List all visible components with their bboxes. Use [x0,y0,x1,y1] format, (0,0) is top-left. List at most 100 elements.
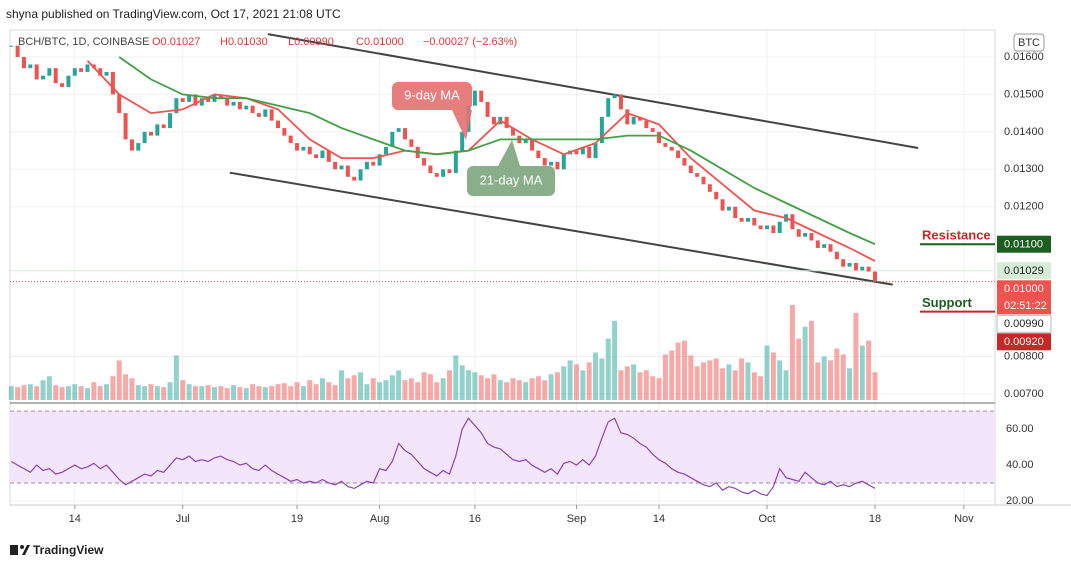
candle [352,176,357,181]
candle [828,244,833,252]
candle [593,143,598,159]
volume-bar [656,378,662,400]
candle [777,221,782,233]
volume-bar [872,372,878,400]
volume-bar [618,370,624,400]
volume-bar [40,380,46,400]
candle [225,98,230,106]
volume-bar [288,386,294,400]
candle [752,217,757,226]
volume-bar [529,378,535,400]
candle [542,158,547,166]
candle [695,173,700,177]
open: O0.01027 [152,36,200,48]
volume-bar [573,364,579,400]
volume-bar [53,385,59,400]
y-tick-label: 0.01200 [1004,201,1044,213]
candle [129,139,134,151]
candle [733,206,738,218]
price-label-box [996,314,1052,333]
candle [739,217,744,222]
volume-bar [599,358,605,400]
level-label: Support [922,295,972,310]
candle [199,98,204,106]
candle [714,191,719,200]
volume-bar [821,356,827,400]
volume-bar [180,380,186,400]
candle [377,154,382,166]
volume-bar [173,355,179,400]
volume-bar [415,382,421,400]
candle [669,146,674,151]
candle [587,146,592,159]
candle [180,98,185,102]
logo-mark [10,545,18,555]
volume-bar [681,340,687,400]
volume-bar [707,360,713,400]
volume-bar [275,384,281,400]
volume-bar [402,380,408,400]
volume-bar [580,370,586,400]
candle [523,139,528,144]
candle [409,139,414,147]
y-tick-label: 0.01600 [1004,51,1044,63]
volume-bar [866,340,872,400]
candle [123,113,128,140]
candle [726,206,731,211]
volume-bar [440,378,446,400]
candle [282,128,287,136]
y-tick-label: 0.00700 [1004,388,1044,400]
candle [358,169,363,181]
x-tick-label: 14 [653,513,665,525]
volume-bar [262,387,268,400]
countdown: 02:51:22 [1004,300,1047,312]
attribution: shyna published on TradingView.com, Oct … [6,7,341,21]
candle [110,71,115,95]
candle [345,165,350,177]
candle [117,94,122,114]
volume-bar [758,376,764,400]
volume-bar [624,366,630,400]
volume-bar [97,386,103,400]
volume-bar [59,387,65,400]
candle [142,131,147,144]
candle [34,64,39,80]
candle [866,266,871,272]
price-label: 0.01100 [1004,239,1043,251]
volume-bar [211,387,217,400]
candle [530,139,535,151]
ma-callout: 9-day MA 21-day MA [392,82,555,196]
candle [453,150,458,174]
candle [155,124,160,136]
volume-bar [250,384,256,400]
candle [657,131,662,144]
candle [472,90,477,106]
volume-bar [828,360,834,400]
candle [320,150,325,159]
volume-bar [586,362,592,400]
candle [612,94,617,99]
volume-bar [643,370,649,400]
symbol: BCH/BTC, 1D, COINBASE [18,36,149,48]
volume-bar [339,370,345,400]
candle [796,229,801,237]
volume-bar [269,386,275,400]
volume-bar [783,370,789,400]
volume-bar [764,345,770,400]
volume-bar [612,320,618,400]
volume-bar [78,386,84,400]
candle [104,71,109,76]
candle [637,116,642,121]
candle [574,150,579,155]
volume-bar [751,372,757,400]
candle [631,116,636,125]
candle [822,244,827,248]
volume-bar [593,352,599,400]
candle [434,173,439,177]
candle [301,146,306,151]
candle [85,64,90,72]
volume-bar [478,375,484,400]
volume-bar [142,386,148,400]
candle [872,271,877,282]
volume-bar [377,382,383,400]
